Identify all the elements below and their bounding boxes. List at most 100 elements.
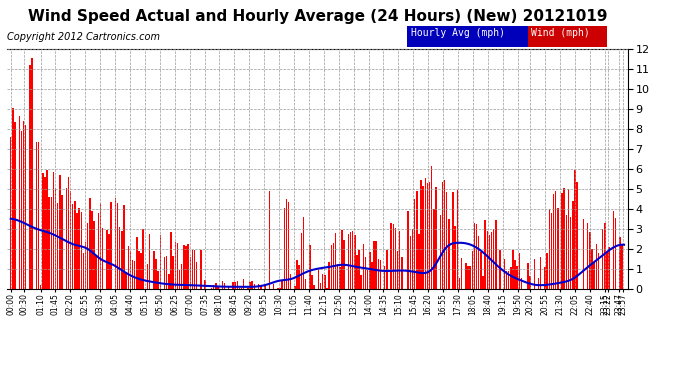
Bar — [190, 257, 191, 289]
Bar — [279, 288, 281, 289]
Bar — [134, 261, 135, 289]
Text: Copyright 2012 Cartronics.com: Copyright 2012 Cartronics.com — [7, 32, 160, 42]
Bar — [196, 262, 197, 289]
Bar — [491, 231, 492, 289]
Bar — [465, 262, 466, 289]
Bar — [574, 170, 575, 289]
Bar — [124, 206, 125, 289]
Bar — [420, 180, 422, 289]
Bar — [517, 266, 518, 289]
Bar — [79, 208, 80, 289]
Bar — [215, 283, 217, 289]
Bar — [110, 202, 112, 289]
Bar — [188, 244, 189, 289]
Bar — [42, 173, 43, 289]
Bar — [418, 234, 420, 289]
Bar — [324, 275, 326, 289]
Bar — [89, 198, 90, 289]
Bar — [194, 250, 195, 289]
Bar — [48, 198, 50, 289]
Bar — [153, 251, 155, 289]
Bar — [433, 209, 435, 289]
Bar — [555, 190, 556, 289]
Bar — [333, 243, 334, 289]
Bar — [233, 282, 234, 289]
Bar — [36, 141, 37, 289]
Bar — [557, 208, 559, 289]
Bar — [228, 287, 230, 289]
Bar — [510, 267, 511, 289]
Bar — [74, 201, 76, 289]
Bar — [408, 211, 409, 289]
Bar — [591, 249, 593, 289]
Text: Wind Speed Actual and Hourly Average (24 Hours) (New) 20121019: Wind Speed Actual and Hourly Average (24… — [28, 9, 607, 24]
Bar — [44, 177, 46, 289]
Bar — [395, 228, 396, 289]
Bar — [249, 282, 251, 289]
Bar — [164, 257, 166, 289]
Bar — [540, 258, 542, 289]
Bar — [213, 285, 215, 289]
Bar — [367, 270, 368, 289]
Bar — [391, 223, 392, 289]
Bar — [317, 270, 319, 289]
Bar — [159, 236, 161, 289]
Bar — [386, 250, 388, 289]
Bar — [369, 252, 371, 289]
Bar — [102, 228, 103, 289]
Bar — [486, 231, 488, 289]
Bar — [166, 256, 168, 289]
Bar — [568, 189, 569, 289]
Bar — [126, 272, 127, 289]
Bar — [384, 266, 386, 289]
Bar — [68, 177, 69, 289]
Bar — [282, 280, 283, 289]
Bar — [247, 288, 248, 289]
Bar — [40, 285, 41, 289]
Bar — [572, 201, 573, 289]
Text: Hourly Avg (mph): Hourly Avg (mph) — [411, 28, 504, 38]
Bar — [440, 215, 441, 289]
Bar — [117, 203, 118, 289]
Bar — [538, 278, 540, 289]
Bar — [55, 188, 57, 289]
Bar — [149, 234, 150, 289]
Bar — [549, 209, 550, 289]
Bar — [59, 176, 61, 289]
Bar — [91, 211, 92, 289]
Bar — [358, 250, 359, 289]
Bar — [621, 244, 622, 289]
Bar — [224, 283, 225, 289]
Bar — [435, 187, 437, 289]
Bar — [185, 246, 187, 289]
Bar — [350, 231, 351, 289]
Bar — [375, 241, 377, 289]
Bar — [85, 242, 86, 289]
Bar — [587, 223, 589, 289]
Bar — [277, 288, 279, 289]
Bar — [521, 278, 522, 289]
Bar — [251, 281, 253, 289]
Bar — [19, 116, 20, 289]
Bar — [136, 237, 137, 289]
Bar — [598, 254, 599, 289]
Bar — [175, 242, 176, 289]
Bar — [373, 242, 375, 289]
Bar — [157, 271, 159, 289]
Bar — [604, 223, 606, 289]
Bar — [399, 231, 400, 289]
Bar — [132, 260, 133, 289]
Bar — [140, 253, 142, 289]
Bar — [95, 256, 97, 289]
Bar — [61, 195, 63, 289]
Bar — [10, 137, 12, 289]
Bar — [172, 256, 174, 289]
Bar — [108, 234, 110, 289]
Bar — [478, 236, 480, 289]
Bar — [72, 204, 73, 289]
Bar — [260, 285, 262, 289]
Bar — [258, 284, 259, 289]
Bar — [533, 259, 535, 289]
Bar — [97, 213, 99, 289]
Bar — [93, 221, 95, 289]
